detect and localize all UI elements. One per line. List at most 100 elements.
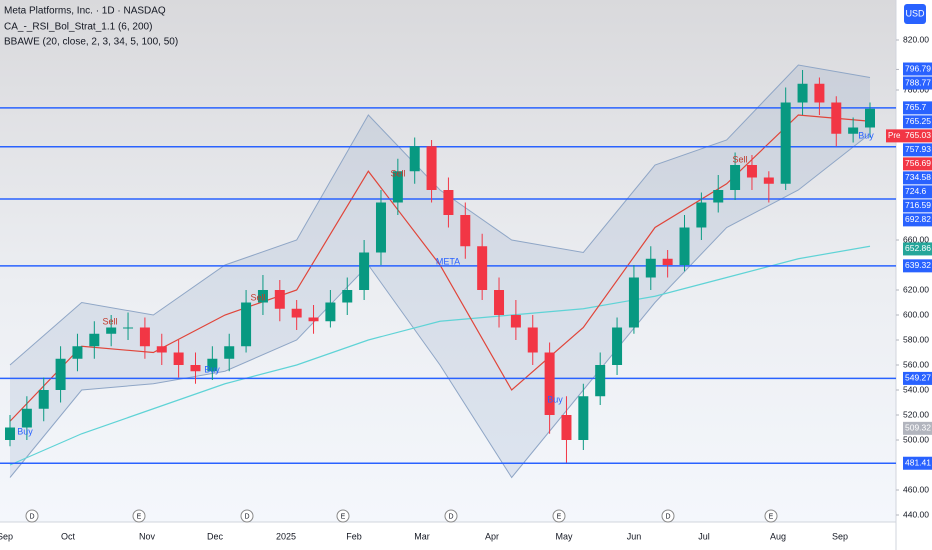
x-tick-label: Apr: [485, 531, 499, 541]
price-tag-label: 724.6: [905, 186, 927, 196]
candle-body: [123, 327, 134, 329]
candle-body: [595, 365, 606, 397]
candle-body: [477, 246, 488, 290]
price-tag-label: 639.32: [905, 260, 931, 270]
candle-body: [359, 252, 370, 290]
ema-line: [9, 114, 871, 422]
x-tick-label: Aug: [770, 531, 786, 541]
event-marker: [240, 509, 254, 523]
candle-body: [55, 358, 66, 390]
y-tick-label: 620.00: [903, 284, 929, 294]
candle-body: [21, 408, 32, 428]
event-label: D: [29, 513, 34, 520]
candle-body: [308, 317, 319, 322]
candle-body: [38, 390, 49, 409]
y-tick-label: 600.00: [903, 309, 929, 319]
x-tick-label: Oct: [61, 531, 76, 541]
candle-body: [342, 290, 353, 303]
price-tag-label: 757.93: [905, 144, 931, 154]
candle-body: [426, 146, 437, 190]
candle-body: [224, 346, 235, 359]
candle-body: [257, 290, 268, 303]
candle-body: [696, 202, 707, 228]
x-tick-label: May: [555, 531, 573, 541]
y-tick-label: 820.00: [903, 34, 929, 44]
signal-label: Sell: [390, 168, 405, 178]
candle-body: [409, 146, 420, 172]
candle-body: [730, 165, 741, 190]
price-tag-label: 796.79: [905, 63, 931, 73]
price-tag: [903, 371, 932, 385]
price-tag: [903, 456, 932, 470]
candle-body: [831, 102, 842, 134]
candle-body: [662, 258, 673, 265]
price-tag-label: 652.86: [905, 243, 931, 253]
price-tag-label: 509.32: [905, 423, 931, 433]
event-marker: [336, 509, 350, 523]
candle-body: [612, 327, 623, 365]
y-tick-label: 580.00: [903, 334, 929, 344]
event-label: D: [665, 513, 670, 520]
plot: Sell Sell Sell Sell Buy Buy Buy Buy META: [0, 64, 896, 479]
event-marker: [444, 509, 458, 523]
event-marker: [764, 509, 778, 523]
candle-body: [645, 258, 656, 278]
candle-body: [375, 202, 386, 253]
event-marker: [25, 509, 39, 523]
indicator-label: BBAWE (20, close, 2, 3, 34, 5, 100, 50): [4, 37, 178, 48]
pre-label: Pre: [888, 131, 901, 140]
y-tick-label: 540.00: [903, 384, 929, 394]
x-tick-label: Sep: [832, 531, 848, 541]
candle-body: [848, 127, 859, 134]
signal-label: Buy: [858, 130, 874, 140]
price-tag: [903, 76, 932, 90]
candle-body: [679, 227, 690, 265]
event-label: E: [557, 513, 562, 520]
price-tag: [903, 129, 932, 143]
signal-label: Buy: [204, 364, 220, 374]
candle-body: [780, 102, 791, 184]
candle-body: [173, 352, 184, 365]
event-label: E: [341, 513, 346, 520]
candle-body: [865, 108, 875, 128]
price-tag: [903, 213, 932, 227]
signal-label: Buy: [547, 394, 563, 404]
price-tag-label: 481.41: [905, 457, 931, 467]
x-tick-label: Jul: [698, 531, 710, 541]
x-tick-label: Dec: [207, 531, 224, 541]
candle-body: [106, 327, 117, 334]
y-tick-label: 660.00: [903, 234, 929, 244]
candle-body: [443, 190, 454, 215]
event-label: E: [769, 513, 774, 520]
candle-body: [797, 83, 808, 103]
candle-body: [814, 83, 825, 103]
candle-body: [460, 215, 471, 247]
y-tick-label: 520.00: [903, 409, 929, 419]
candle-body: [325, 302, 336, 322]
price-tag-label: 765.25: [905, 116, 931, 126]
pre-badge: [886, 129, 903, 143]
candle-body: [544, 352, 555, 415]
candle-body: [89, 333, 100, 347]
x-tick-label: Jun: [627, 531, 642, 541]
candle-body: [156, 346, 167, 353]
event-label: D: [244, 513, 249, 520]
candle-body: [510, 315, 521, 328]
candle-body: [241, 302, 252, 347]
price-tag: [903, 259, 932, 273]
chart-title: Meta Platforms, Inc. · 1D · NASDAQ: [4, 6, 166, 17]
price-tag-label: 549.27: [905, 373, 931, 383]
currency-label[interactable]: USD: [905, 8, 925, 18]
candle-body: [713, 190, 724, 203]
x-tick-label: Sep: [0, 531, 13, 541]
price-tag-label: 765.03: [905, 130, 931, 140]
y-tick-label: 560.00: [903, 359, 929, 369]
candle-body: [139, 327, 150, 347]
x-tick-label: Feb: [346, 531, 362, 541]
candle-body: [578, 396, 589, 440]
price-tag: [903, 242, 932, 256]
candle-body: [190, 365, 201, 372]
plot-background: [0, 0, 896, 522]
currency-button[interactable]: [904, 4, 926, 24]
